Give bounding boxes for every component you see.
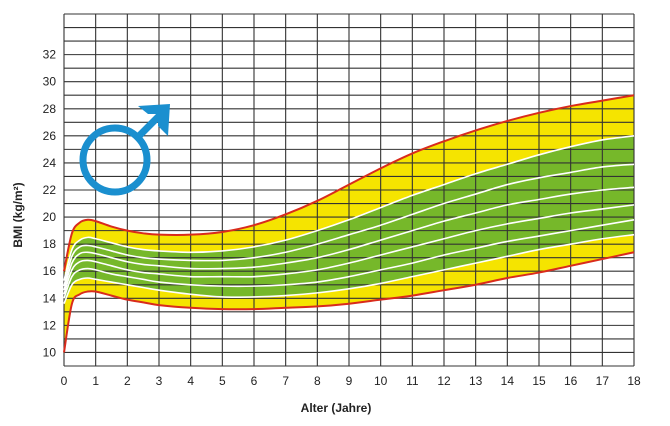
grid [63, 13, 635, 367]
x-tick-label: 3 [156, 374, 163, 388]
y-tick-label: 28 [43, 102, 57, 116]
x-tick-label: 0 [61, 374, 68, 388]
x-tick-label: 14 [501, 374, 515, 388]
y-tick-labels: 10 12 14 16 18 20 22 24 26 28 30 32 [43, 48, 57, 360]
inner-percentile-line [63, 204, 635, 295]
y-tick-label: 14 [43, 291, 57, 305]
x-tick-label: 16 [564, 374, 578, 388]
x-tick-label: 17 [596, 374, 610, 388]
x-tick-label: 10 [374, 374, 388, 388]
y-tick-label: 20 [43, 210, 57, 224]
y-tick-label: 22 [43, 183, 57, 197]
outer-percentile-line [63, 94, 635, 272]
outer-percentile-line [63, 251, 635, 353]
x-tick-label: 15 [532, 374, 546, 388]
percentile-lines [63, 94, 635, 353]
y-tick-label: 30 [43, 75, 57, 89]
y-tick-label: 26 [43, 129, 57, 143]
x-axis-label: Alter (Jahre) [301, 401, 372, 415]
male-symbol-ring [79, 124, 151, 196]
x-tick-label: 18 [627, 374, 641, 388]
x-tick-label: 2 [124, 374, 131, 388]
x-tick-label: 5 [219, 374, 226, 388]
x-tick-labels: 0 1 2 3 4 5 6 7 8 9 10 11 12 13 14 15 16 17 18 [61, 374, 641, 388]
x-tick-label: 1 [92, 374, 99, 388]
y-tick-label: 32 [43, 48, 57, 62]
x-tick-label: 8 [314, 374, 321, 388]
inner-percentile-line [63, 233, 635, 305]
x-tick-label: 11 [406, 374, 419, 388]
x-tick-label: 13 [469, 374, 483, 388]
inner-percentile-line [63, 163, 635, 287]
x-tick-label: 4 [187, 374, 194, 388]
inner-percentile-line [63, 186, 635, 291]
y-axis-label: BMI (kg/m²) [11, 182, 25, 247]
male-symbol-arrowhead [138, 104, 170, 136]
y-tick-label: 18 [43, 237, 57, 251]
y-tick-label: 12 [43, 318, 57, 332]
y-tick-label: 24 [43, 156, 57, 170]
y-tick-label: 16 [43, 264, 57, 278]
x-tick-label: 9 [346, 374, 353, 388]
x-tick-label: 7 [282, 374, 289, 388]
male-symbol-icon [79, 104, 170, 196]
x-tick-label: 6 [251, 374, 258, 388]
x-tick-label: 12 [437, 374, 451, 388]
inner-percentile-line [63, 218, 635, 299]
inner-percentile-line [63, 135, 635, 281]
y-tick-label: 10 [43, 345, 57, 359]
